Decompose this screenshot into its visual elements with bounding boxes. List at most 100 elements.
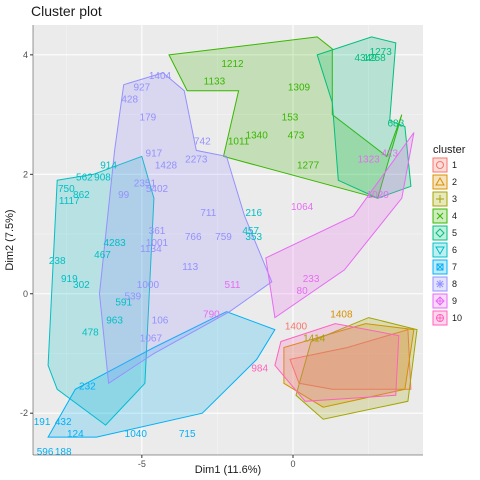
point-label: 1273 (370, 47, 393, 58)
point-label: 473 (288, 131, 305, 142)
cluster-hull-9 (265, 132, 415, 319)
legend-label-8: 8 (452, 279, 457, 289)
point-label: 539 (124, 292, 141, 303)
point-label: 1011 (228, 136, 250, 147)
point-label: 1400 (285, 322, 308, 333)
point-label: 99 (118, 190, 130, 201)
legend-title: cluster (433, 144, 466, 156)
point-label: 457 (242, 226, 259, 237)
legend-label-7: 7 (452, 262, 457, 272)
point-label: 1020 (367, 190, 390, 201)
point-label: 914 (100, 160, 117, 171)
legend-label-9: 9 (452, 296, 457, 306)
point-label: 361 (149, 226, 166, 237)
cluster-hull-8 (98, 72, 273, 385)
y-axis-title: Dim2 (7.5%) (4, 209, 16, 270)
legend-label-10: 10 (452, 313, 462, 323)
point-label: 423 (381, 148, 398, 159)
legend-label-1: 1 (452, 160, 457, 170)
point-label: 188 (55, 447, 72, 458)
point-label: 216 (245, 208, 262, 219)
axes: -5 0 -2 0 2 4 (20, 25, 423, 469)
cluster-hull-7 (47, 311, 276, 438)
point-label: 790 (203, 310, 220, 321)
panel-background (33, 25, 423, 455)
point-label: 179 (140, 113, 157, 124)
point-label: 1040 (125, 429, 148, 440)
point-label: 1277 (297, 160, 320, 171)
point-label: 428 (121, 95, 138, 106)
legend-key-5 (432, 225, 448, 241)
legend-symbol-2 (435, 176, 445, 186)
point-label: 1309 (288, 83, 311, 94)
point-label: 917 (146, 148, 163, 159)
chart-title: Cluster plot (31, 3, 102, 19)
point-label: 1323 (357, 154, 380, 165)
point-label: 591 (115, 298, 132, 309)
point-label: 2273 (185, 154, 208, 165)
legend-label-6: 6 (452, 245, 457, 255)
point-label: 238 (49, 256, 66, 267)
point-label: 683 (387, 119, 404, 130)
point-label: 919 (61, 274, 78, 285)
legend-label-2: 2 (452, 177, 457, 187)
point-label: 232 (79, 381, 96, 392)
legend-symbol-3 (436, 195, 444, 203)
cluster-hulls (47, 36, 418, 438)
point-label: 862 (73, 190, 90, 201)
legend-label-4: 4 (452, 211, 457, 221)
point-label: 302 (73, 280, 90, 291)
point-label: 1212 (221, 59, 244, 70)
point-label: 80 (297, 286, 309, 297)
point-label: 1404 (149, 71, 172, 82)
legend-label-3: 3 (452, 194, 457, 204)
point-label: 153 (282, 113, 299, 124)
legend: cluster 1 2 3 4 5 6 7 8 9 10 (432, 144, 466, 326)
legend-symbol-1 (436, 161, 444, 169)
point-label: 711 (200, 208, 216, 219)
legend-symbol-8 (436, 280, 444, 288)
legend-symbol-extra-10 (436, 314, 444, 322)
point-label: 1428 (155, 160, 178, 171)
cluster-hull-4 (168, 36, 403, 199)
point-label: 1133 (204, 77, 226, 88)
point-label: 478 (82, 328, 99, 339)
point-label: 1258 (363, 53, 386, 64)
y-tick-label: 4 (23, 50, 28, 60)
point-label: 1001 (146, 238, 169, 249)
cluster-hull-10 (274, 323, 400, 402)
point-label: 2351 (134, 178, 157, 189)
point-label: 124 (67, 429, 84, 440)
point-label: 1408 (330, 310, 353, 321)
point-label: 1414 (303, 334, 326, 345)
point-label: 1134 (140, 244, 162, 255)
point-label: 1340 (246, 131, 269, 142)
point-label: 1117 (59, 196, 80, 207)
x-tick-label: 0 (290, 459, 295, 469)
cluster-hull-3 (295, 317, 418, 420)
legend-symbol-5 (435, 228, 445, 238)
point-label: 750 (58, 184, 75, 195)
legend-label-5: 5 (452, 228, 457, 238)
point-label: 5402 (146, 184, 169, 195)
point-label: 432 (55, 417, 72, 428)
point-label: 596 (37, 447, 54, 458)
point-label: 562 (76, 172, 93, 183)
cluster-hull-2 (283, 323, 415, 408)
cluster-hull-5 (316, 36, 412, 199)
point-label: 742 (194, 136, 211, 147)
x-tick-label: -5 (138, 459, 146, 469)
point-label: 984 (251, 363, 268, 374)
point-label: 106 (152, 316, 169, 327)
point-label: 4349 (354, 53, 377, 64)
point-label: 1067 (140, 334, 163, 345)
point-label: 353 (245, 232, 262, 243)
point-label: 759 (215, 232, 232, 243)
point-label: 908 (94, 172, 111, 183)
legend-key-1 (432, 157, 448, 173)
point-label: 963 (106, 316, 123, 327)
point-label: 766 (185, 232, 202, 243)
